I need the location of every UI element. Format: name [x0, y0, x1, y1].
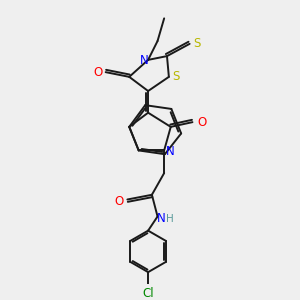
Text: O: O [197, 116, 206, 129]
Text: S: S [194, 37, 201, 50]
Text: Cl: Cl [142, 287, 154, 300]
Text: N: N [165, 145, 174, 158]
Text: S: S [173, 70, 180, 83]
Text: O: O [114, 195, 124, 208]
Text: O: O [94, 66, 103, 79]
Text: N: N [140, 54, 149, 67]
Text: H: H [166, 214, 174, 224]
Text: N: N [157, 212, 166, 225]
